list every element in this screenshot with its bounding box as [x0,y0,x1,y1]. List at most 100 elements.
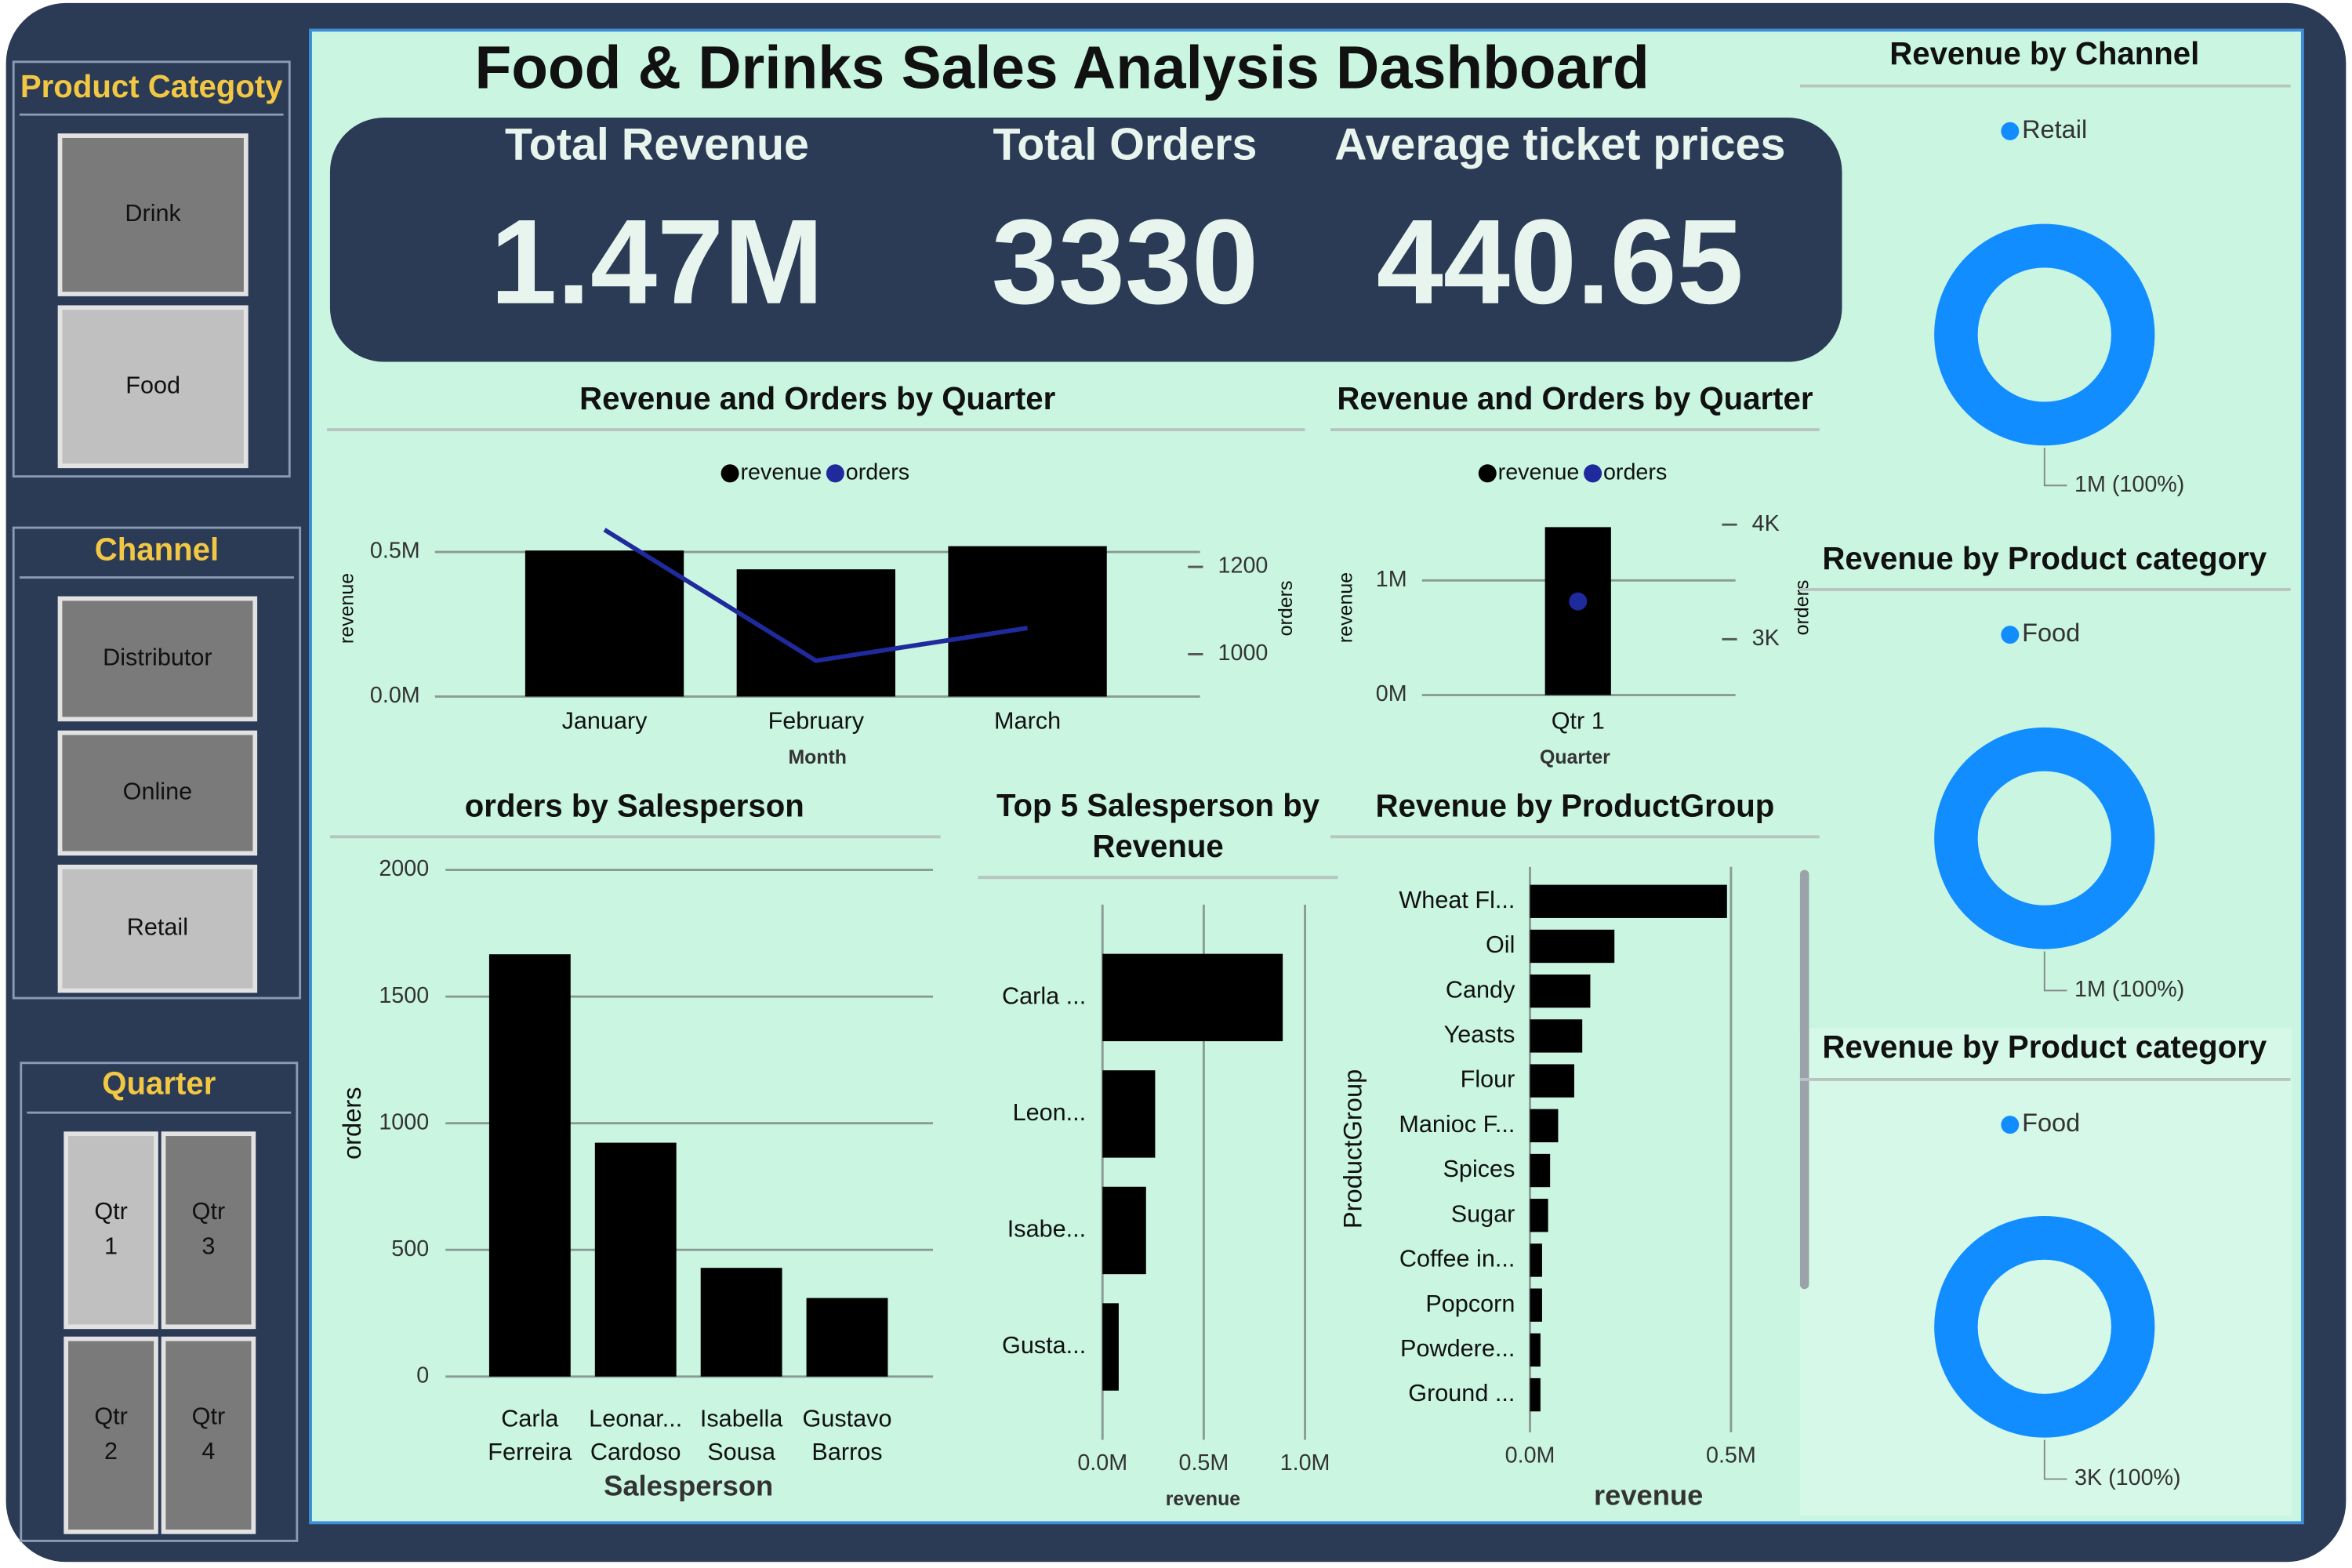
bar [1530,1288,1542,1322]
bar [1530,1377,1541,1412]
text-line: Isabella [700,1405,783,1432]
y-tick-label: Coffee in... [1399,1245,1515,1272]
y-tick-label: Sugar [1451,1200,1515,1227]
legend-swatch [2001,1116,2020,1134]
legend-swatch [826,464,844,483]
chart-title: Revenue by Channel [1889,36,2199,71]
slicer-title: Channel [95,532,219,567]
slicer-item[interactable]: Qtr 4 [192,1403,226,1465]
text-line: Cardoso [590,1438,681,1465]
legend-label: Retail [2022,114,2087,143]
text-line: Qtr [94,1197,128,1225]
text-line: Barros [811,1438,882,1465]
y-tick-label: Isabe... [1007,1215,1086,1243]
donut-slice [1934,727,2155,949]
bar [1102,1186,1146,1275]
kpi-label: Average ticket prices [1334,120,1785,170]
bar [1530,1243,1542,1277]
x-tick-label: 0.5M [1706,1443,1756,1468]
slicer-item[interactable]: Qtr 1 [94,1197,128,1259]
y-tick-label: 1000 [379,1109,429,1134]
donut-slice [1934,223,2155,446]
legend-label: orders [1603,459,1667,485]
dashboard-title: Food & Drinks Sales Analysis Dashboard [474,34,1649,101]
slicer-title: Quarter [102,1065,216,1101]
y-tick-label: Flour [1461,1065,1515,1093]
chart-title: Revenue by Product category [1822,541,2267,576]
text-line: Carla [501,1405,559,1432]
slicer-item[interactable]: Qtr 3 [192,1197,226,1259]
x-tick-label: 0.0M [1505,1443,1555,1468]
y2-axis-title: orders [1275,581,1297,637]
y-tick-label: 0.5M [370,539,420,564]
y-axis-title: ProductGroup [1338,1069,1367,1229]
legend-swatch [1478,464,1497,483]
text-line: 4 [201,1437,215,1465]
text-line: Qtr [192,1197,226,1225]
text-line: Sousa [707,1438,776,1465]
slicer-button[interactable] [57,864,258,993]
x-tick-label: February [768,706,865,734]
text-line: Qtr [192,1403,226,1430]
bar [1530,1199,1548,1232]
chart-title: Revenue by Product category [1822,1029,2267,1065]
text-line: Gustavo [803,1405,892,1432]
x-tick-label: Leonar... Cardoso [589,1405,682,1465]
leader-line [2043,1439,2067,1480]
bar [1530,1109,1559,1142]
slicer-button[interactable] [57,305,249,469]
slicer-button[interactable] [64,1336,158,1534]
kpi-label: Total Orders [993,120,1257,170]
slicer-item[interactable]: Distributor [103,643,212,670]
y-tick-label: 500 [391,1236,429,1261]
slicer-item[interactable]: Qtr 2 [94,1403,128,1465]
text-line: Leonar... [589,1405,682,1432]
bar [806,1298,888,1377]
kpi-value: 440.65 [1377,194,1744,328]
x-axis-title: Salesperson [604,1470,773,1502]
bar [1102,953,1283,1042]
y-tick-label: 1500 [379,983,429,1008]
text-line: 2 [104,1437,118,1465]
chart-title: Revenue by ProductGroup [1376,788,1775,823]
bar [948,546,1107,697]
chart-title: Revenue and Orders by Quarter [579,381,1055,416]
slicer-button[interactable] [161,1336,256,1534]
x-axis-title: Month [788,746,847,768]
slicer-item[interactable]: Retail [127,913,188,941]
slicer-button[interactable] [64,1131,158,1330]
text-line: 3 [201,1232,215,1259]
bar [1530,929,1615,964]
slicer-button[interactable] [57,133,249,296]
slicer-item[interactable]: Online [123,778,192,805]
slicer-item[interactable]: Food [125,371,180,398]
leader-line [2043,448,2067,487]
slicer-button[interactable] [57,730,258,856]
x-tick-label: 0.0M [1077,1450,1127,1475]
legend-swatch [720,464,739,483]
slicer-button[interactable] [57,596,258,722]
leader-line [2043,951,2067,992]
y-tick-label: Candy [1446,975,1515,1003]
x-tick-label: March [994,706,1061,734]
legend-swatch [1584,464,1602,483]
bar [524,550,684,697]
bar [1530,975,1591,1008]
y-tick-label: Manioc F... [1399,1110,1515,1138]
kpi-value: 3330 [992,194,1258,328]
text-line: Revenue [1092,828,1223,863]
y2-tick-label: 1200 [1218,554,1269,579]
slicer-button[interactable] [161,1131,256,1330]
bar [1544,527,1611,695]
legend-label: Food [2022,1108,2080,1137]
y2-tick-label: 3K [1752,626,1780,651]
slicer-item[interactable]: Drink [125,199,181,227]
x-axis-title: revenue [1166,1488,1240,1510]
panel-highlight [1799,1028,2292,1515]
x-tick-label: Qtr 1 [1552,706,1605,734]
text-line: Top 5 Salesperson by [996,787,1320,822]
bar [488,954,571,1377]
x-tick-label: 0.5M [1179,1450,1229,1475]
x-axis-title: revenue [1594,1479,1703,1511]
chart-title: Top 5 Salesperson by Revenue [996,787,1320,863]
